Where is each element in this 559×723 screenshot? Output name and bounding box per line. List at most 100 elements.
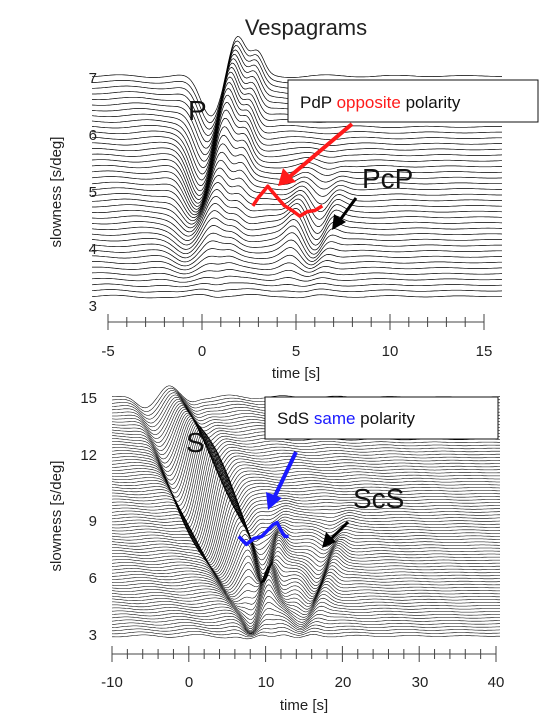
trace-line xyxy=(91,159,502,218)
black-arrow-shaft-bottom xyxy=(328,520,350,542)
trace-line xyxy=(111,435,500,514)
trace-line xyxy=(111,630,501,638)
figure-title: Vespagrams xyxy=(245,15,367,40)
trace-line xyxy=(91,189,503,233)
trace-line xyxy=(91,239,502,263)
trace-line xyxy=(91,143,503,213)
trace-line xyxy=(111,565,500,602)
trace-line xyxy=(91,196,502,237)
trace-line xyxy=(111,613,500,634)
bottom-ytick-label: 12 xyxy=(80,447,97,464)
trace-line xyxy=(111,419,500,477)
top-vespagram-panel: -5 0 5 10 15 time [s] 3 4 5 6 7 slowness… xyxy=(48,36,539,382)
bottom-xtick-label: 20 xyxy=(335,674,352,691)
bottom-xtick-label: -10 xyxy=(101,674,123,691)
trace-line xyxy=(111,496,501,564)
trace-line xyxy=(111,555,501,589)
top-y-axis-label: slowness [s/deg] xyxy=(48,137,65,248)
trace-line xyxy=(91,247,502,267)
blue-arrow-shaft xyxy=(272,451,298,499)
black-arrow-head-top xyxy=(332,214,346,230)
sds-box-suffix: polarity xyxy=(355,409,415,428)
top-xtick-label: 0 xyxy=(198,343,206,360)
trace-line xyxy=(111,623,501,635)
sds-box-highlight: same xyxy=(314,409,356,428)
trace-line xyxy=(111,427,501,498)
trace-line xyxy=(111,422,500,485)
phase-label-pcp: PcP xyxy=(362,163,413,194)
trace-line xyxy=(91,82,502,181)
trace-line xyxy=(112,627,501,636)
trace-line xyxy=(111,596,501,631)
trace-line xyxy=(112,416,500,468)
trace-line xyxy=(111,568,500,611)
trace-line xyxy=(91,203,503,241)
bottom-x-axis: -10 0 10 20 30 40 time [s] xyxy=(101,646,504,714)
trace-line xyxy=(91,151,502,216)
trace-line xyxy=(91,126,503,207)
trace-line xyxy=(112,584,501,627)
bottom-y-axis: 3 6 9 12 15 slowness [s/deg] xyxy=(48,390,97,644)
blue-arrow-head xyxy=(266,492,282,510)
top-highlighted-trace xyxy=(251,184,324,218)
trace-line xyxy=(92,262,502,275)
bottom-highlighted-trace xyxy=(237,520,289,547)
trace-line xyxy=(112,634,500,640)
trace-line xyxy=(111,538,500,583)
black-arrow-shaft-top xyxy=(338,197,358,221)
trace-line xyxy=(111,479,500,556)
bottom-xtick-label: 10 xyxy=(258,674,275,691)
pdp-box-text: PdP opposite polarity xyxy=(300,93,461,112)
top-x-axis: -5 0 5 10 15 time [s] xyxy=(101,314,492,382)
trace-line xyxy=(91,36,502,117)
bottom-vespagram-panel: -10 0 10 20 30 40 time [s] 3 6 9 12 15 s… xyxy=(48,385,504,714)
phase-label-s: S xyxy=(186,427,205,458)
pdp-box-highlight: opposite xyxy=(337,93,401,112)
trace-line xyxy=(112,483,501,558)
top-ytick-label: 7 xyxy=(89,70,97,87)
sds-box-prefix: SdS xyxy=(277,409,314,428)
trace-line xyxy=(112,525,500,578)
trace-line xyxy=(111,491,501,562)
trace-line xyxy=(111,602,501,633)
trace-line xyxy=(111,574,500,620)
trace-line xyxy=(112,579,500,624)
bottom-x-ticks xyxy=(111,646,497,662)
trace-line xyxy=(111,504,500,567)
bottom-x-axis-label: time [s] xyxy=(280,697,328,714)
trace-line xyxy=(111,564,500,600)
trace-line xyxy=(111,433,500,511)
trace-line xyxy=(111,566,500,605)
trace-line xyxy=(91,117,502,204)
top-y-axis: 3 4 5 6 7 slowness [s/deg] xyxy=(48,70,97,315)
phase-label-p: P xyxy=(188,95,207,126)
trace-line xyxy=(111,424,500,490)
bottom-xtick-label: 30 xyxy=(412,674,429,691)
red-highlighted-trace-line xyxy=(251,184,324,218)
top-trace-stack xyxy=(91,36,503,299)
top-xtick-label: 10 xyxy=(382,343,399,360)
sds-annotation-box: SdS same polarity xyxy=(264,396,499,440)
trace-line xyxy=(91,225,502,255)
black-arrow-head-bottom xyxy=(322,532,336,548)
trace-line xyxy=(111,475,500,554)
bottom-ytick-label: 6 xyxy=(89,570,97,587)
trace-line xyxy=(92,254,502,271)
trace-line xyxy=(112,487,501,560)
trace-line xyxy=(111,442,500,526)
trace-line xyxy=(111,534,500,582)
top-ytick-label: 5 xyxy=(89,184,97,201)
trace-line xyxy=(111,544,500,584)
trace-line xyxy=(111,421,500,481)
bottom-xtick-label: 40 xyxy=(488,674,505,691)
trace-line xyxy=(92,174,502,225)
trace-line xyxy=(92,94,502,192)
trace-line xyxy=(91,109,503,200)
top-x-axis-label: time [s] xyxy=(272,365,320,382)
trace-line xyxy=(111,517,501,573)
trace-line xyxy=(111,608,500,633)
pdp-annotation-box: PdP opposite polarity xyxy=(287,79,539,123)
trace-line xyxy=(112,564,500,595)
pdp-box-suffix: polarity xyxy=(401,93,461,112)
